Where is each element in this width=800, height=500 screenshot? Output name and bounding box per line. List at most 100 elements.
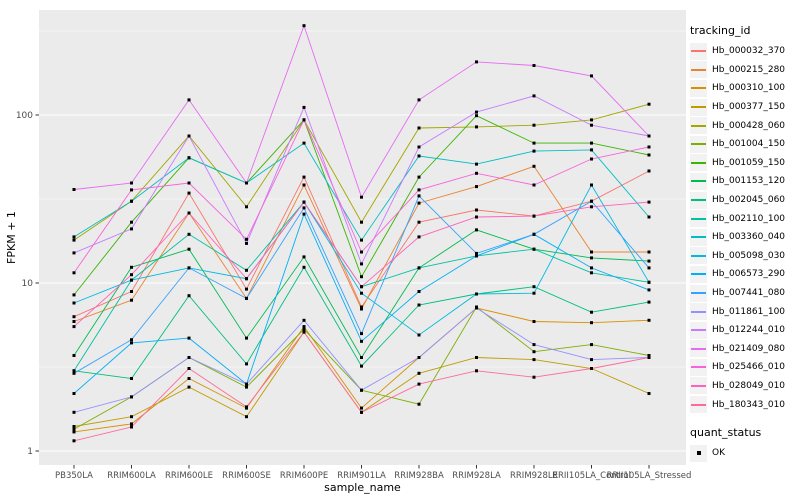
- data-point: [245, 405, 248, 409]
- data-point: [130, 395, 133, 399]
- data-point: [130, 415, 133, 419]
- data-point: [72, 430, 76, 434]
- data-point: [302, 206, 306, 210]
- data-point: [187, 98, 191, 102]
- legend-key-line-icon: [691, 329, 706, 332]
- legend-item-label: Hb_000377_150: [712, 102, 786, 113]
- data-point: [72, 320, 76, 323]
- legend-item-label: Hb_025466_010: [712, 362, 786, 373]
- x-tick-label: RRIM600LA: [107, 471, 156, 481]
- data-point: [417, 303, 421, 307]
- data-point: [72, 188, 76, 191]
- data-point: [417, 194, 421, 198]
- legend-item: Hb_001153_120: [690, 172, 785, 191]
- data-point: [72, 439, 76, 443]
- legend-item-ok: OK: [690, 444, 785, 463]
- data-point: [302, 265, 306, 269]
- data-point: [72, 301, 76, 305]
- legend-key: [690, 303, 707, 321]
- x-tick-label: RRIM928BA: [394, 471, 444, 481]
- data-point: [72, 251, 76, 255]
- legend-panel: tracking_id Hb_000032_370 Hb_000215_280 Hb…: [690, 24, 785, 462]
- y-axis-title: FPKM + 1: [5, 211, 18, 264]
- legend-key-line-icon: [691, 273, 706, 276]
- x-tick-label: RRIM928LE: [510, 471, 558, 481]
- data-point: [417, 356, 421, 359]
- data-point: [302, 212, 306, 216]
- x-axis-title: sample_name: [324, 481, 401, 494]
- legend-title-tracking-id: tracking_id: [690, 24, 751, 37]
- legend-item: Hb_002110_100: [690, 209, 785, 228]
- data-point: [590, 118, 593, 122]
- x-tick-label: PB350LA: [55, 471, 93, 481]
- data-point: [475, 110, 478, 114]
- legend-key: [690, 79, 707, 97]
- data-point: [475, 162, 478, 166]
- legend-key-line-icon: [691, 254, 706, 257]
- data-point: [647, 354, 651, 357]
- legend-item-label: Hb_005098_030: [712, 250, 786, 261]
- legend-key-line-icon: [691, 347, 706, 350]
- data-point: [417, 371, 421, 375]
- data-point: [360, 388, 363, 392]
- data-point: [475, 215, 478, 219]
- data-point: [187, 266, 191, 270]
- legend-key: [690, 135, 707, 153]
- data-point: [475, 251, 478, 255]
- data-point: [245, 205, 248, 209]
- data-point: [245, 237, 248, 241]
- data-point: [590, 123, 593, 127]
- data-point: [187, 211, 191, 215]
- data-point: [187, 181, 191, 185]
- data-point: [647, 300, 651, 304]
- data-point: [130, 290, 133, 293]
- data-point: [360, 220, 363, 224]
- legend-key-line-icon: [691, 403, 706, 406]
- data-point: [302, 327, 306, 331]
- data-point: [475, 185, 478, 189]
- data-point: [187, 377, 191, 380]
- data-point: [532, 141, 536, 145]
- data-point: [187, 247, 191, 251]
- x-tick-label: RRII105LA_Control: [552, 471, 631, 481]
- data-point: [130, 278, 133, 282]
- data-point: [302, 325, 306, 329]
- data-point: [72, 410, 76, 414]
- data-point: [245, 268, 248, 272]
- data-point: [130, 377, 133, 380]
- data-point: [590, 141, 593, 145]
- data-point: [302, 183, 306, 187]
- data-point: [360, 291, 363, 295]
- data-point: [187, 367, 191, 370]
- data-point: [590, 358, 593, 362]
- data-point: [72, 392, 76, 395]
- data-point: [245, 241, 248, 245]
- data-point: [475, 356, 478, 359]
- data-point: [647, 102, 651, 106]
- data-point: [417, 175, 421, 179]
- data-point: [532, 358, 536, 362]
- data-point: [417, 333, 421, 337]
- legend-key: [690, 228, 707, 246]
- data-point: [360, 364, 363, 368]
- data-point: [360, 262, 363, 266]
- data-point: [187, 294, 191, 298]
- data-point: [72, 371, 76, 375]
- data-point: [590, 199, 593, 203]
- legend-item: Hb_028049_010: [690, 377, 785, 396]
- data-point: [417, 235, 421, 239]
- data-point: [532, 94, 536, 98]
- legend-item-label: Hb_000428_060: [712, 120, 786, 131]
- legend-key: [690, 191, 707, 209]
- data-point: [532, 285, 536, 289]
- data-point: [360, 406, 363, 410]
- data-point: [130, 273, 133, 277]
- data-point: [245, 287, 248, 291]
- x-tick-label: RRIM600PE: [280, 471, 328, 481]
- legend-key: [690, 247, 707, 265]
- legend-item-label: Hb_000032_370: [712, 46, 786, 57]
- data-point: [187, 134, 191, 138]
- data-point: [187, 191, 191, 195]
- data-point: [72, 369, 76, 373]
- data-point: [187, 232, 191, 236]
